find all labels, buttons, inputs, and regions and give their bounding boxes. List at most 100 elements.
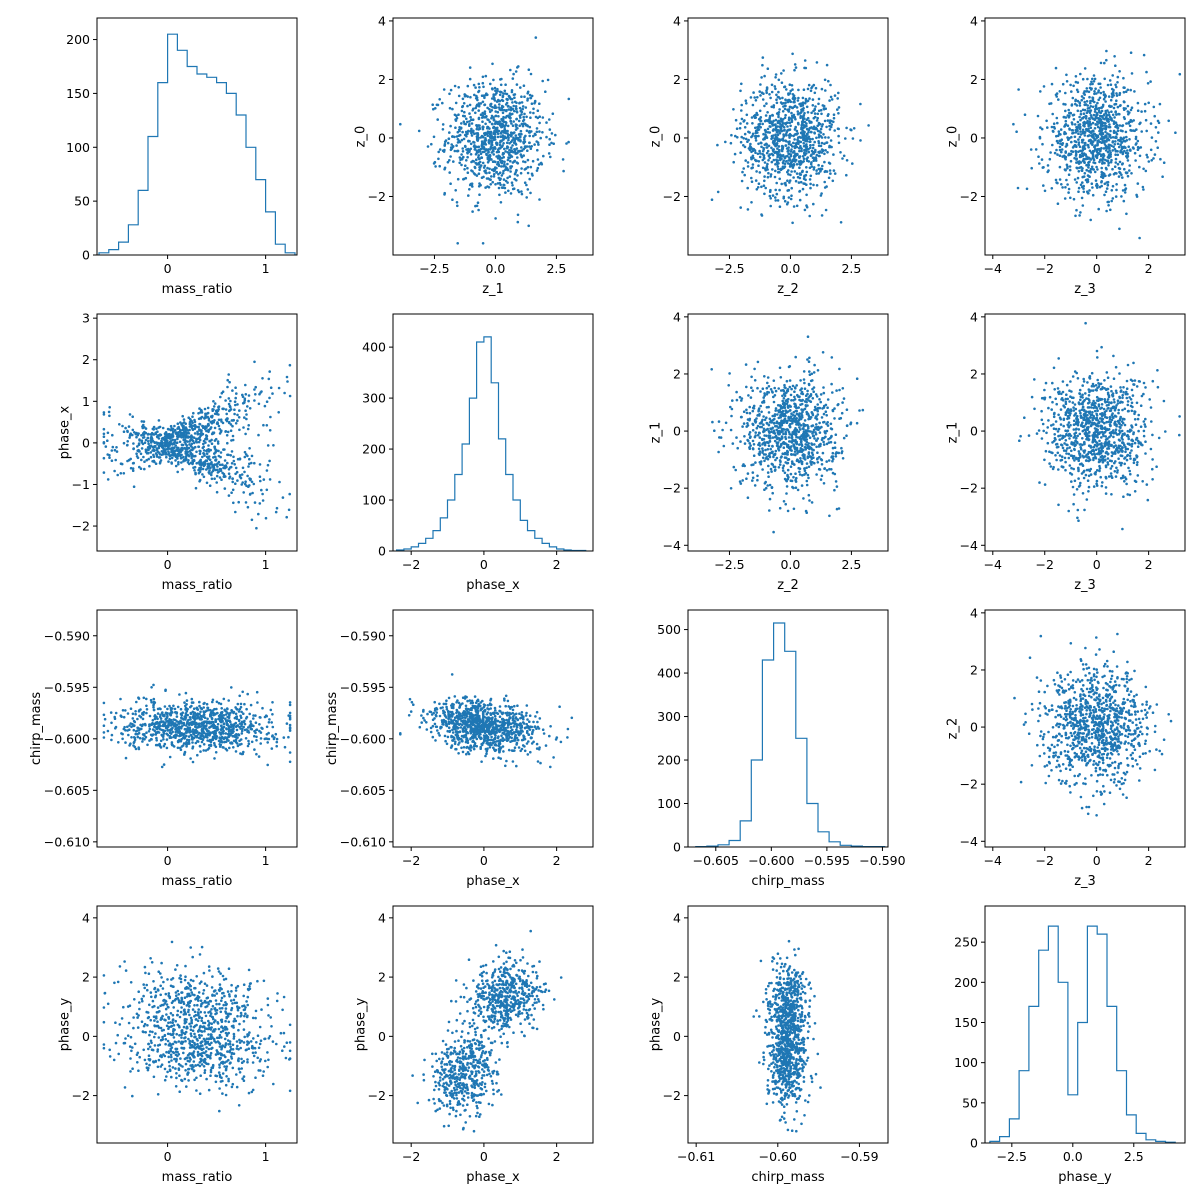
scatter-point	[763, 441, 766, 444]
scatter-point	[781, 469, 785, 472]
scatter-point	[796, 132, 799, 135]
scatter-point	[277, 411, 281, 414]
scatter-point	[1102, 154, 1106, 157]
scatter-point	[1103, 182, 1107, 186]
scatter-point	[1095, 111, 1099, 115]
scatter-point	[1085, 87, 1089, 90]
scatter-point	[1104, 100, 1107, 103]
scatter-point	[789, 173, 792, 177]
scatter-point	[216, 421, 219, 424]
scatter-point	[1076, 90, 1080, 94]
scatter-point	[774, 125, 778, 129]
scatter-point	[783, 107, 787, 111]
scatter-point	[216, 440, 220, 443]
scatter-point	[478, 86, 481, 89]
scatter-point	[204, 434, 208, 437]
scatter-point	[497, 150, 501, 154]
scatter-point	[1099, 91, 1103, 95]
scatter-point	[782, 464, 785, 468]
scatter-point	[1072, 197, 1076, 201]
scatter-point	[759, 141, 763, 145]
scatter-point	[477, 82, 481, 86]
scatter-point	[770, 470, 773, 473]
scatter-point	[803, 467, 806, 470]
scatter-point	[770, 486, 774, 489]
scatter-point	[778, 150, 781, 153]
scatter-point	[496, 87, 499, 91]
scatter-point	[514, 105, 518, 108]
scatter-point	[788, 159, 791, 162]
scatter-point	[776, 441, 780, 444]
scatter-point	[811, 397, 815, 400]
scatter-point	[182, 418, 186, 421]
scatter-point	[765, 434, 768, 438]
scatter-point	[832, 120, 835, 124]
scatter-point	[224, 399, 227, 402]
scatter-point	[1075, 166, 1078, 170]
scatter-point	[842, 154, 846, 158]
scatter-point	[1081, 128, 1085, 132]
scatter-point	[218, 476, 222, 479]
scatter-point	[108, 406, 111, 409]
scatter-point	[482, 146, 486, 149]
scatter-point	[1091, 149, 1095, 153]
scatter-point	[745, 113, 749, 117]
scatter-point	[131, 462, 135, 465]
scatter-point	[1142, 167, 1145, 171]
scatter-point	[226, 378, 229, 382]
scatter-point	[520, 110, 524, 114]
scatter-point	[819, 478, 823, 481]
scatter-point	[782, 441, 785, 444]
scatter-point	[782, 69, 785, 72]
scatter-point	[174, 464, 178, 468]
scatter-point	[486, 134, 490, 137]
scatter-point	[1111, 149, 1114, 152]
scatter-point	[804, 435, 808, 439]
scatter-point	[778, 506, 782, 510]
scatter-point	[819, 170, 822, 173]
scatter-point	[460, 163, 463, 167]
scatter-point	[816, 413, 820, 416]
scatter-point	[209, 466, 212, 470]
scatter-point	[1094, 105, 1098, 108]
scatter-point	[1118, 93, 1121, 97]
scatter-point	[1085, 168, 1088, 172]
scatter-point	[492, 146, 495, 150]
scatter-point	[1064, 91, 1067, 95]
scatter-point	[749, 96, 753, 99]
scatter-point	[743, 119, 746, 122]
scatter-point	[447, 137, 451, 141]
scatter-point	[492, 173, 496, 176]
scatter-point	[1103, 124, 1106, 127]
scatter-point	[777, 145, 781, 148]
scatter-point	[738, 126, 742, 130]
scatter-point	[501, 144, 504, 147]
scatter-point	[535, 130, 539, 134]
scatter-point	[1088, 117, 1091, 120]
scatter-point	[792, 205, 796, 208]
scatter-point	[805, 462, 809, 465]
scatter-point	[1060, 148, 1064, 151]
scatter-point	[244, 501, 248, 504]
scatter-point	[1109, 153, 1112, 156]
scatter-point	[260, 390, 263, 393]
scatter-point	[466, 95, 470, 98]
scatter-point	[146, 433, 150, 436]
scatter-point	[751, 409, 755, 413]
scatter-point	[810, 442, 813, 445]
scatter-point	[481, 100, 485, 104]
scatter-point	[464, 164, 467, 167]
scatter-point	[1127, 121, 1131, 124]
scatter-point	[775, 98, 778, 101]
scatter-point	[535, 127, 539, 130]
scatter-point	[1075, 181, 1078, 184]
scatter-point	[807, 147, 810, 151]
scatter-point	[1133, 90, 1136, 93]
scatter-point	[817, 163, 820, 167]
scatter-point	[468, 112, 471, 115]
scatter-point	[1057, 98, 1060, 101]
scatter-point	[778, 97, 782, 100]
scatter-point	[426, 145, 430, 148]
scatter-point	[1071, 132, 1074, 135]
scatter-point	[797, 136, 800, 139]
